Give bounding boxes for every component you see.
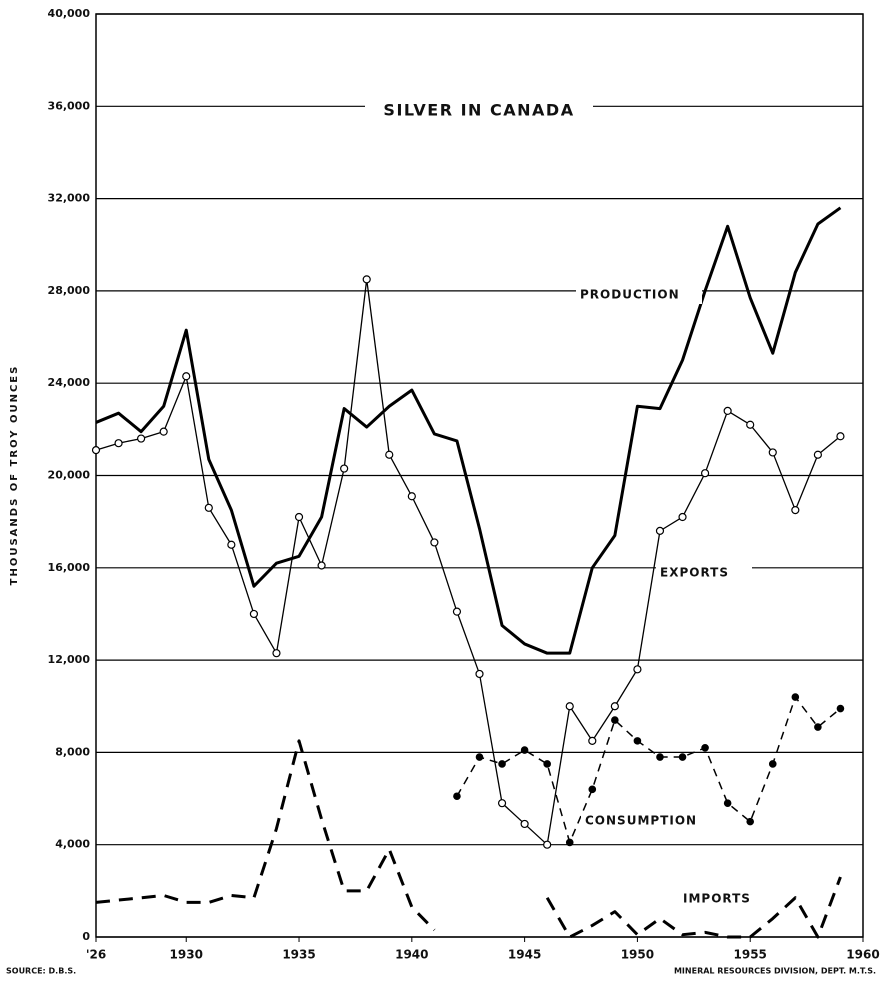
series-line bbox=[95, 739, 842, 939]
y-tick-label: 16,000 bbox=[48, 561, 91, 574]
data-point bbox=[768, 448, 777, 457]
data-point bbox=[791, 693, 800, 701]
series-label: CONSUMPTION bbox=[585, 814, 697, 828]
label-gap bbox=[656, 564, 752, 582]
data-point bbox=[475, 753, 484, 761]
data-point bbox=[520, 819, 529, 829]
data-point bbox=[836, 704, 845, 713]
data-point bbox=[407, 492, 416, 501]
data-point bbox=[656, 753, 664, 761]
y-tick-label: 12,000 bbox=[48, 653, 91, 666]
label-gap bbox=[679, 890, 772, 908]
data-point bbox=[475, 669, 484, 679]
credit-note: MINERAL RESOURCES DIVISION, DEPT. M.T.S. bbox=[674, 967, 876, 976]
data-point bbox=[678, 753, 687, 761]
data-point bbox=[317, 561, 326, 570]
data-point bbox=[700, 469, 710, 478]
y-tick-label: 36,000 bbox=[48, 99, 91, 112]
source-note: SOURCE: D.B.S. bbox=[6, 967, 76, 976]
x-tick-label: 1955 bbox=[734, 948, 767, 962]
x-tick-label: 1930 bbox=[170, 948, 203, 962]
x-tick-label: 1940 bbox=[395, 948, 428, 962]
data-point bbox=[385, 450, 394, 459]
y-axis-label: THOUSANDS OF TROY OUNCES bbox=[9, 365, 20, 586]
data-point bbox=[91, 446, 101, 455]
x-tick-label: 1935 bbox=[282, 948, 315, 962]
data-point bbox=[768, 760, 777, 768]
data-point bbox=[543, 840, 552, 849]
series-line bbox=[95, 206, 842, 655]
data-point bbox=[746, 420, 755, 429]
data-point bbox=[723, 799, 732, 807]
data-point bbox=[588, 785, 597, 794]
data-point bbox=[678, 512, 687, 522]
data-point bbox=[701, 743, 709, 752]
series-label: IMPORTS bbox=[683, 892, 751, 906]
y-tick-label: 4,000 bbox=[55, 838, 90, 851]
data-point bbox=[746, 817, 755, 826]
data-point bbox=[588, 736, 597, 745]
data-point bbox=[227, 540, 236, 549]
y-tick-label: 24,000 bbox=[48, 376, 91, 389]
chart-title: SILVER IN CANADA bbox=[383, 101, 574, 120]
series-label: EXPORTS bbox=[660, 566, 729, 580]
data-point bbox=[498, 760, 506, 768]
data-point bbox=[497, 799, 507, 808]
data-point bbox=[633, 665, 642, 674]
y-tick-label: 8,000 bbox=[55, 745, 90, 758]
data-point bbox=[182, 372, 191, 381]
x-tick-label: 1945 bbox=[508, 948, 541, 962]
data-point bbox=[204, 503, 213, 512]
data-point bbox=[565, 702, 574, 711]
data-point bbox=[813, 450, 822, 459]
data-point bbox=[565, 838, 574, 847]
data-point bbox=[340, 464, 349, 473]
x-tick-label: '26 bbox=[86, 948, 106, 962]
label-gap bbox=[581, 812, 722, 830]
data-point bbox=[114, 439, 123, 448]
data-point bbox=[249, 609, 259, 619]
y-tick-label: 40,000 bbox=[48, 7, 91, 20]
y-tick-label: 20,000 bbox=[48, 469, 91, 482]
data-point bbox=[272, 649, 281, 658]
series-label: PRODUCTION bbox=[580, 288, 680, 302]
y-tick-label: 32,000 bbox=[48, 192, 91, 205]
data-point bbox=[543, 760, 551, 768]
data-point bbox=[430, 538, 439, 547]
data-point bbox=[453, 792, 461, 801]
data-point bbox=[137, 434, 146, 443]
data-point bbox=[633, 737, 642, 745]
data-point bbox=[814, 723, 822, 731]
data-point bbox=[611, 716, 619, 724]
data-point bbox=[520, 746, 529, 754]
data-point bbox=[159, 427, 168, 436]
series-line bbox=[95, 278, 841, 846]
data-point bbox=[836, 432, 845, 441]
data-point bbox=[655, 526, 665, 535]
data-point bbox=[294, 512, 304, 522]
data-point bbox=[723, 406, 732, 415]
series-line bbox=[456, 696, 841, 844]
data-point bbox=[362, 275, 371, 284]
title-gap bbox=[365, 98, 593, 122]
data-point bbox=[452, 607, 462, 616]
data-point bbox=[610, 702, 619, 711]
data-point bbox=[791, 506, 800, 515]
x-tick-label: 1960 bbox=[846, 948, 879, 962]
y-tick-label: 28,000 bbox=[48, 284, 91, 297]
y-tick-label: 0 bbox=[82, 930, 90, 943]
label-gap bbox=[576, 286, 702, 304]
x-tick-label: 1950 bbox=[621, 948, 654, 962]
